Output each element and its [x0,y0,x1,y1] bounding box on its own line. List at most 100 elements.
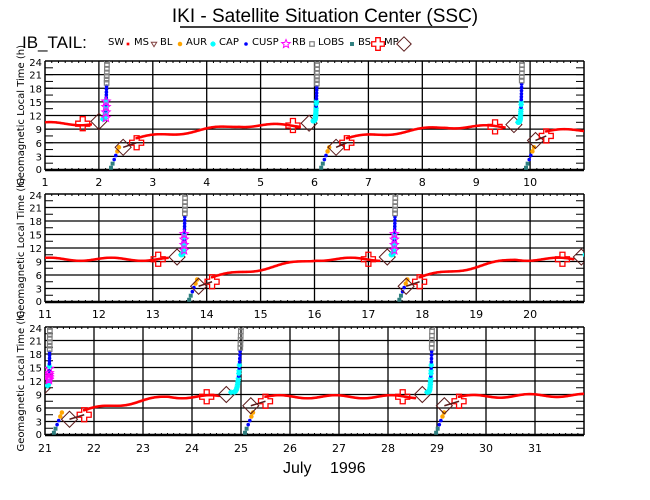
ms-point [291,260,295,264]
ms-point [550,129,553,132]
ms-point [244,270,247,274]
ms-point [64,122,67,125]
ms-point [522,259,525,262]
ms-point [148,259,152,262]
ms-point [301,396,304,400]
ms-point [528,259,532,262]
ms-point [299,260,303,263]
cusp-pass-point [519,88,524,93]
cusp-pass-point [46,378,52,385]
outbound-point [403,281,408,286]
outbound-point [58,414,63,419]
ms-point [130,402,134,406]
ms-point [166,133,169,136]
ms-point [80,124,83,127]
ms-point [296,396,299,399]
ms-point [347,395,350,398]
cusp-pass-point [428,362,434,368]
ms-point [465,268,468,272]
ms-point [202,127,206,131]
ytick-label: 6 [36,271,42,282]
legend-symbol-cap [210,41,216,47]
ms-point [47,120,51,124]
xtick-label: 2 [95,176,102,189]
ms-point [466,394,469,397]
ms-point [163,133,167,136]
ms-point [495,260,498,263]
ms-point [282,262,285,265]
bs-crossing-marker [128,135,145,151]
ms-point [247,270,250,274]
ms-point [449,270,452,273]
legend: SW MS BL AUR CAP CUSP RB LOBS BS MP [108,36,412,52]
ms-point [165,256,168,260]
ms-point [378,395,381,398]
cusp-pass-point [586,241,591,246]
ms-point [97,405,101,408]
ytick-label: 24 [29,58,42,69]
ytick-label: 3 [36,418,42,429]
ms-point [469,125,473,128]
ms-point [189,396,192,399]
ms-point [287,261,291,264]
ms-point [346,256,350,259]
ms-point [526,392,529,396]
ms-point [319,395,322,399]
ms-point [123,404,126,407]
ms-point [142,135,145,138]
ms-point [155,258,159,261]
ms-point [341,394,344,397]
ms-point [352,135,355,138]
cusp-pass-point [429,353,434,357]
ms-point [241,270,245,274]
ms-point [342,394,346,398]
ms-point [569,394,572,397]
outbound-point [110,161,115,166]
cusp-pass-point [586,235,591,240]
ms-point [346,136,350,140]
ms-point [521,393,524,396]
ms-point [365,133,369,136]
ms-point [135,401,139,404]
ms-point [413,128,416,131]
ms-point [559,256,563,259]
ytick-label: 18 [29,350,42,361]
ms-point [430,272,433,275]
ms-point [139,399,142,403]
ms-point [351,256,354,259]
ms-point [359,257,362,260]
ms-point [196,129,199,133]
ms-point [372,133,375,136]
ms-point [46,256,49,259]
outbound-point [530,149,535,154]
cusp-pass-point [429,356,434,361]
ms-point [517,393,521,397]
ms-point [477,265,481,268]
ms-point [412,396,415,400]
legend-label-lobs: LOBS [318,37,344,48]
legend-symbol-bl [150,41,158,48]
ms-point [334,393,337,397]
outbound-point [434,430,439,435]
ms-point [105,256,109,260]
ms-point [545,130,548,133]
ms-point [596,394,598,396]
ms-point [328,394,331,397]
ms-point [353,256,357,260]
ms-point [442,126,446,130]
ms-point [407,129,411,133]
outbound-point [320,161,325,166]
ms-point [339,394,342,397]
bs-crossing-marker [538,128,554,144]
ms-point [271,122,274,126]
ms-point [576,128,579,132]
ms-point [355,134,358,138]
legend-symbol-cusp [244,42,248,46]
cusp-pass-point [182,218,187,223]
ms-point [166,395,169,398]
ms-point [178,133,181,136]
ms-point [225,125,229,128]
ms-point [117,256,121,260]
ms-point [235,125,238,129]
ms-point [299,396,303,400]
